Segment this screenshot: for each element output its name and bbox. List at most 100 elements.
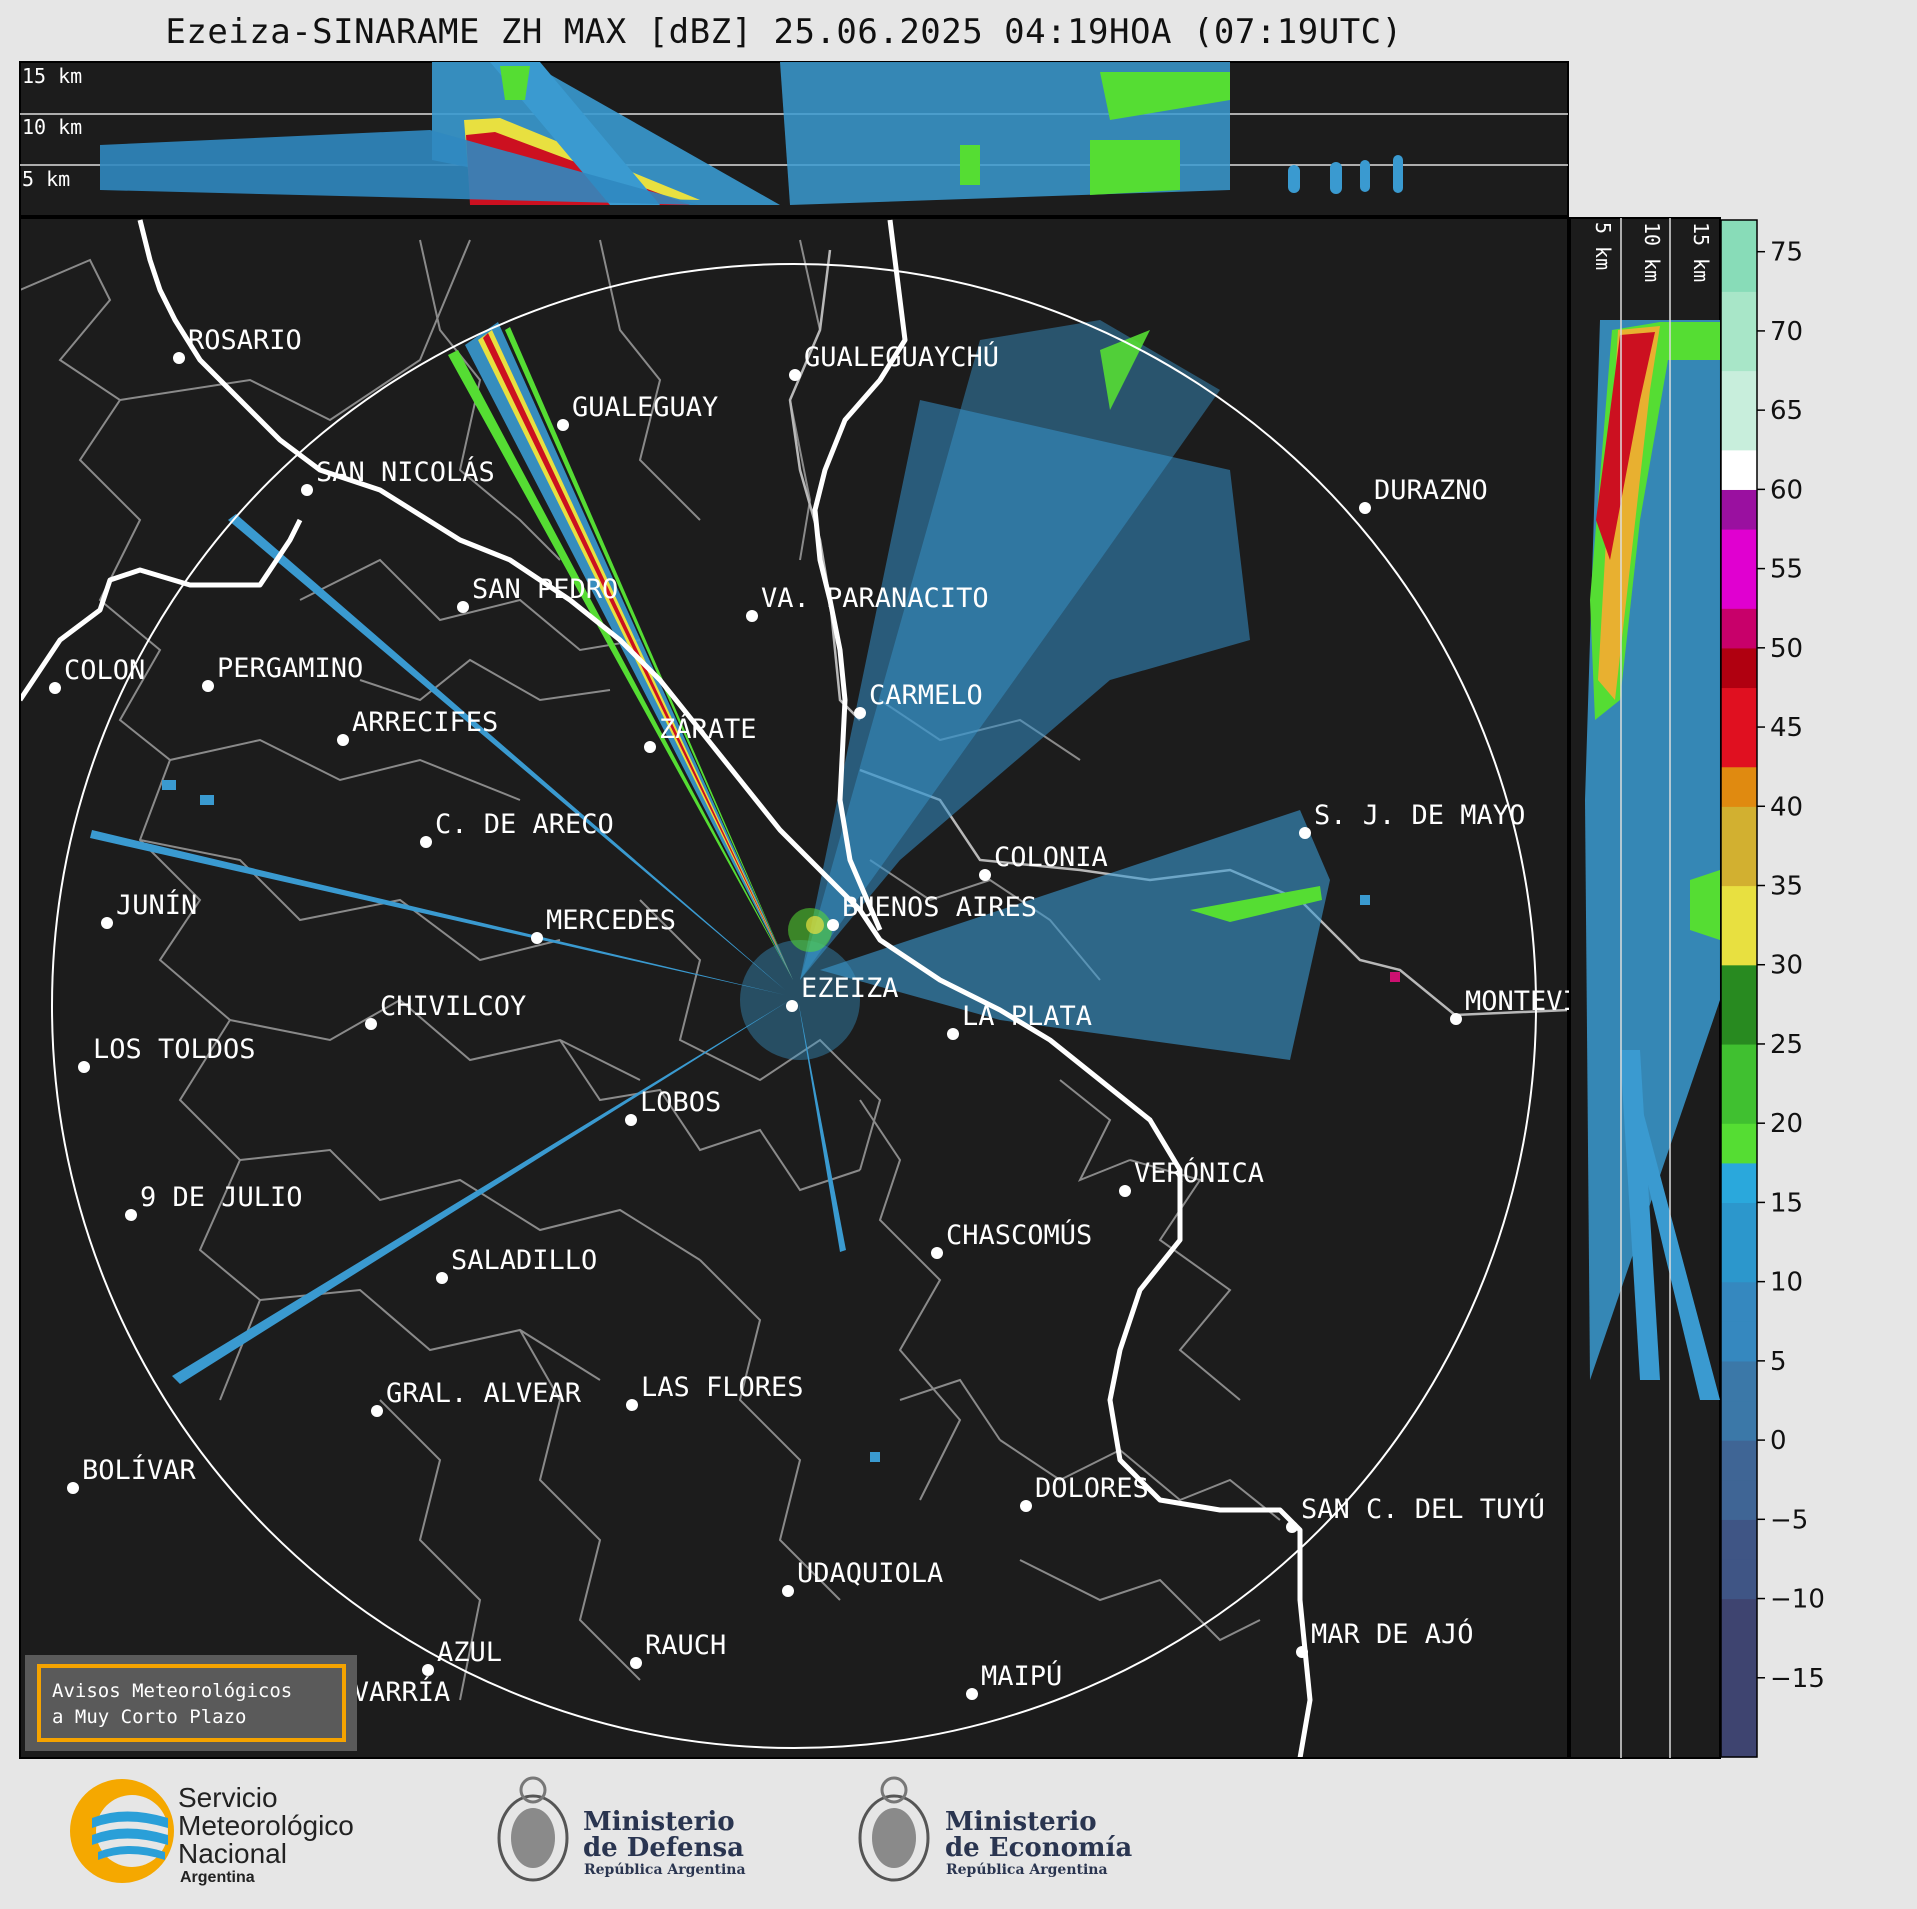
city-label: CARMELO: [869, 680, 983, 711]
warning-line-1: Avisos Meteorológicos: [52, 1680, 292, 1702]
side-height-panel: 5 km 10 km 15 km: [1569, 217, 1721, 1759]
colorbar-segment: [1721, 1123, 1757, 1164]
city-layer: ROSARIO GUALEGUAYCHÚ GUALEGUAY SAN NICOLÁS D…: [49, 325, 1628, 1716]
city-dot: [630, 1657, 642, 1669]
city-marker: GUALEGUAY: [557, 392, 718, 431]
city-dot: [531, 932, 543, 944]
colorbar-segment: [1721, 528, 1757, 570]
city-label: PERGAMINO: [217, 653, 363, 684]
city-marker: MERCEDES: [531, 905, 676, 944]
colorbar-segment: [1721, 251, 1757, 292]
colorbar-segment: [1721, 1043, 1757, 1085]
city-dot: [966, 1688, 978, 1700]
city-marker: LA PLATA: [947, 1001, 1092, 1040]
colorbar-tick-label: 25: [1770, 1030, 1803, 1060]
city-dot: [854, 707, 866, 719]
colorbar-segment: [1721, 1242, 1757, 1283]
defensa-line-1: Ministerio: [583, 1807, 735, 1837]
colorbar-tick-label: 15: [1770, 1188, 1803, 1218]
city-label: BUENOS AIRES: [842, 892, 1037, 923]
smn-logo: Servicio Meteorológico Nacional Argentin…: [70, 1779, 354, 1886]
city-label: ARRECIFES: [352, 707, 498, 738]
side-height-label-15: 15 km: [1689, 222, 1713, 282]
colorbar-tick-label: 5: [1770, 1347, 1787, 1377]
colorbar-tick-label: 45: [1770, 713, 1803, 743]
city-label: GUALEGUAY: [572, 392, 718, 423]
city-marker: S. J. DE MAYO: [1299, 800, 1525, 839]
city-dot: [49, 682, 61, 694]
city-dot: [371, 1405, 383, 1417]
city-marker: SALADILLO: [436, 1245, 597, 1284]
city-label: S. J. DE MAYO: [1314, 800, 1525, 831]
city-marker: LAS FLORES: [626, 1372, 804, 1411]
city-label: SAN NICOLÁS: [316, 456, 495, 488]
colorbar-segment: [1721, 727, 1757, 768]
city-label: DOLORES: [1035, 1473, 1149, 1504]
city-label: SAN PEDRO: [472, 574, 618, 605]
city-marker: GUALEGUAYCHÚ: [789, 341, 999, 381]
city-dot: [931, 1247, 943, 1259]
city-label: VA. PARANACITO: [761, 583, 989, 614]
colorbar-segment: [1721, 330, 1757, 372]
city-label: C. DE ARECO: [435, 809, 614, 840]
colorbar-tick-label: 65: [1770, 396, 1803, 426]
city-marker: ARRECIFES: [337, 707, 498, 746]
colorbar-tick-label: −10: [1770, 1585, 1825, 1615]
city-dot: [420, 836, 432, 848]
city-dot: [644, 741, 656, 753]
colorbar-tick-label: 70: [1770, 317, 1803, 347]
city-dot: [626, 1399, 638, 1411]
city-dot: [1359, 502, 1371, 514]
top-height-label-15: 15 km: [22, 64, 82, 88]
city-dot: [365, 1018, 377, 1030]
city-marker: MAR DE AJÓ: [1296, 1618, 1474, 1658]
colorbar-segment: [1721, 1321, 1757, 1362]
smn-line-4: Argentina: [180, 1869, 255, 1886]
city-dot: [557, 419, 569, 431]
city-marker: LOBOS: [625, 1087, 721, 1126]
city-label: EZEIZA: [801, 973, 899, 1004]
city-label: CHIVILCOY: [380, 991, 526, 1022]
city-label: MAR DE AJÓ: [1311, 1618, 1474, 1650]
economia-line-1: Ministerio: [945, 1807, 1097, 1837]
city-label: ROSARIO: [188, 325, 302, 356]
side-height-label-5: 5 km: [1591, 222, 1615, 270]
colorbar-tick-label: 35: [1770, 872, 1803, 902]
city-dot: [1296, 1646, 1308, 1658]
city-marker: COLONIA: [979, 842, 1108, 881]
city-label: MERCEDES: [546, 905, 676, 936]
colorbar-segment: [1721, 806, 1757, 847]
colorbar-tick-label: 40: [1770, 792, 1803, 822]
radar-map: ROSARIO GUALEGUAYCHÚ GUALEGUAY SAN NICOLÁS D…: [19, 217, 1628, 1759]
colorbar-segment: [1721, 1281, 1757, 1322]
colorbar-segment: [1721, 1202, 1757, 1243]
colorbar-segment: [1721, 1558, 1757, 1600]
colorbar-segment: [1721, 568, 1757, 609]
colorbar-tick-label: 55: [1770, 555, 1803, 585]
city-label: GRAL. ALVEAR: [386, 1378, 582, 1409]
city-label: DURAZNO: [1374, 475, 1488, 506]
colorbar-segment: [1721, 647, 1757, 689]
colorbar-segment: [1721, 687, 1757, 728]
city-marker: SAN NICOLÁS: [301, 456, 495, 496]
colorbar-tick-label: 10: [1770, 1268, 1803, 1298]
colorbar-segment: [1721, 925, 1757, 966]
city-marker: C. DE ARECO: [420, 809, 614, 848]
city-marker: SAN PEDRO: [457, 574, 618, 613]
city-label: RAUCH: [645, 1630, 726, 1661]
city-dot: [786, 1000, 798, 1012]
top-height-label-5: 5 km: [22, 167, 70, 191]
colorbar-segment: [1721, 1360, 1757, 1402]
city-dot: [979, 869, 991, 881]
city-marker: MAIPÚ: [966, 1660, 1062, 1700]
colorbar-segment: [1721, 1677, 1757, 1718]
city-label: CHASCOMÚS: [946, 1219, 1092, 1251]
colorbar-tick-label: 75: [1770, 238, 1803, 268]
footer: Servicio Meteorológico Nacional Argentin…: [70, 1776, 1132, 1886]
city-marker: AZUL: [422, 1637, 502, 1676]
city-dot: [436, 1272, 448, 1284]
colorbar-segment: [1721, 1717, 1757, 1758]
side-height-label-10: 10 km: [1640, 222, 1664, 282]
